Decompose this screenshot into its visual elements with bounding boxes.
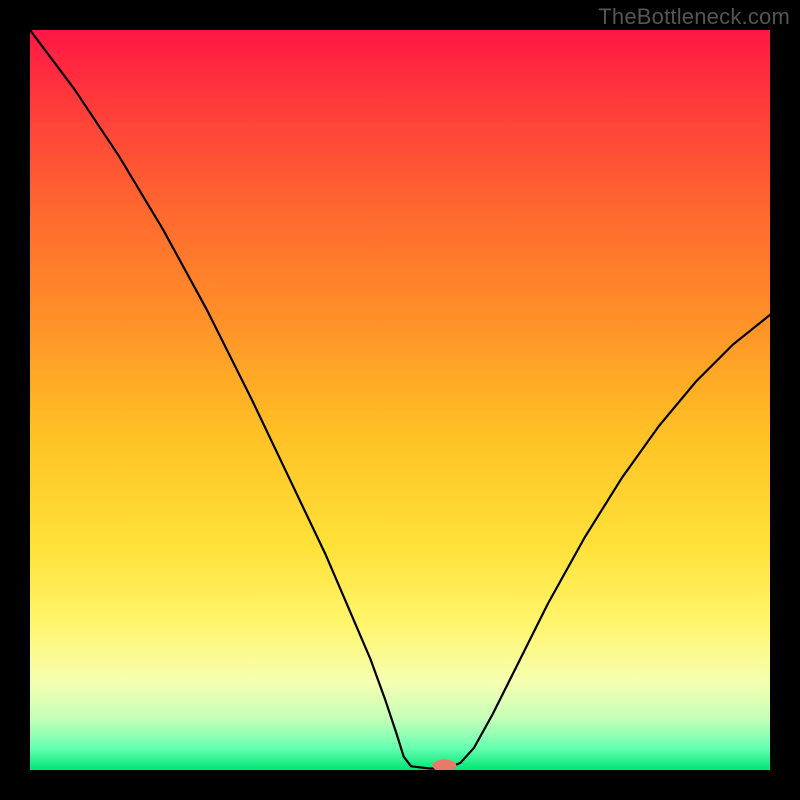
bottleneck-chart: [30, 30, 770, 770]
chart-svg: [30, 30, 770, 770]
chart-container: { "watermark": { "text": "TheBottleneck.…: [0, 0, 800, 800]
watermark-text: TheBottleneck.com: [598, 4, 790, 30]
gradient-background: [30, 30, 770, 770]
